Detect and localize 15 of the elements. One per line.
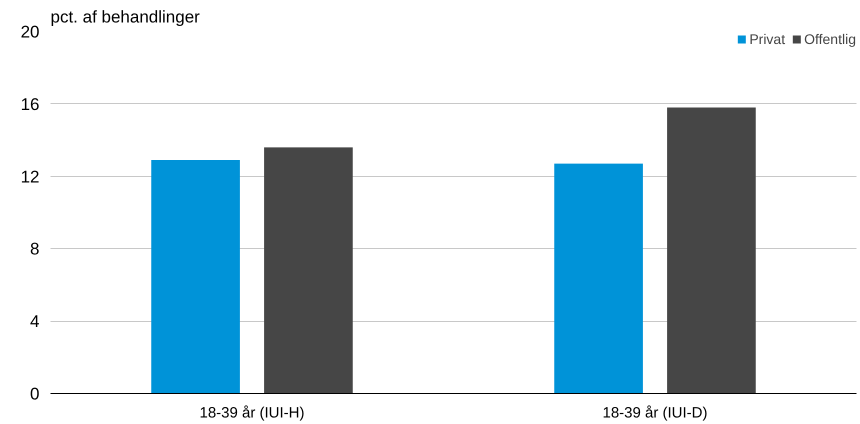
bar (151, 160, 240, 394)
y-tick-label: 8 (30, 240, 40, 259)
x-tick-label: 18-39 år (IUI-H) (199, 404, 305, 422)
y-tick-label: 12 (20, 167, 40, 186)
bar (264, 147, 353, 394)
y-axis-title: pct. af behandlinger (50, 8, 200, 26)
bar (667, 108, 756, 394)
y-tick-label: 4 (30, 312, 40, 332)
y-tick-label: 0 (30, 384, 40, 404)
legend-label: Offentlig (804, 31, 856, 47)
legend-label: Privat (749, 31, 786, 47)
x-tick-label: 18-39 år (IUI-D) (602, 404, 708, 422)
y-tick-label: 20 (20, 22, 40, 42)
bar (554, 164, 643, 394)
y-tick-label: 16 (20, 94, 40, 114)
